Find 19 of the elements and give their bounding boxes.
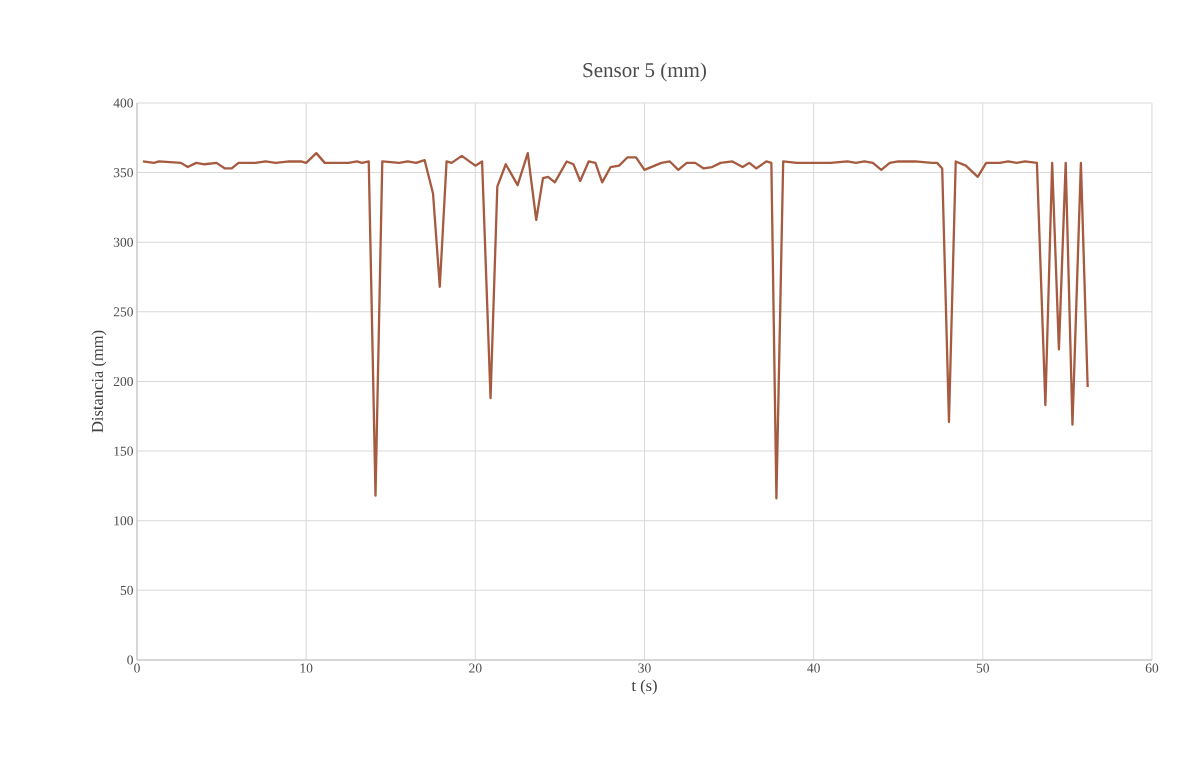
y-tick-label: 150 (114, 446, 133, 456)
x-tick-label: 10 (300, 663, 313, 673)
chart-title: Sensor 5 (mm) (583, 62, 706, 82)
x-axis-title: t (s) (631, 679, 657, 695)
y-tick-label: 300 (113, 237, 133, 247)
x-tick-label: 20 (469, 663, 482, 673)
x-tick-label: 60 (1145, 663, 1159, 673)
y-tick-label: 0 (127, 655, 133, 665)
y-tick-label: 200 (113, 376, 133, 387)
y-tick-label: 50 (120, 585, 133, 595)
y-tick-label: 250 (113, 307, 133, 317)
y-tick-label: 350 (113, 168, 133, 178)
y-tick-label: 400 (113, 98, 133, 108)
y-axis-title: Distancia (mm) (91, 330, 107, 433)
x-tick-label: 30 (638, 663, 651, 673)
x-tick-label: 50 (976, 663, 990, 673)
y-tick-label: 100 (114, 516, 133, 526)
x-tick-label: 0 (134, 663, 140, 673)
x-tick-label: 40 (807, 663, 820, 673)
